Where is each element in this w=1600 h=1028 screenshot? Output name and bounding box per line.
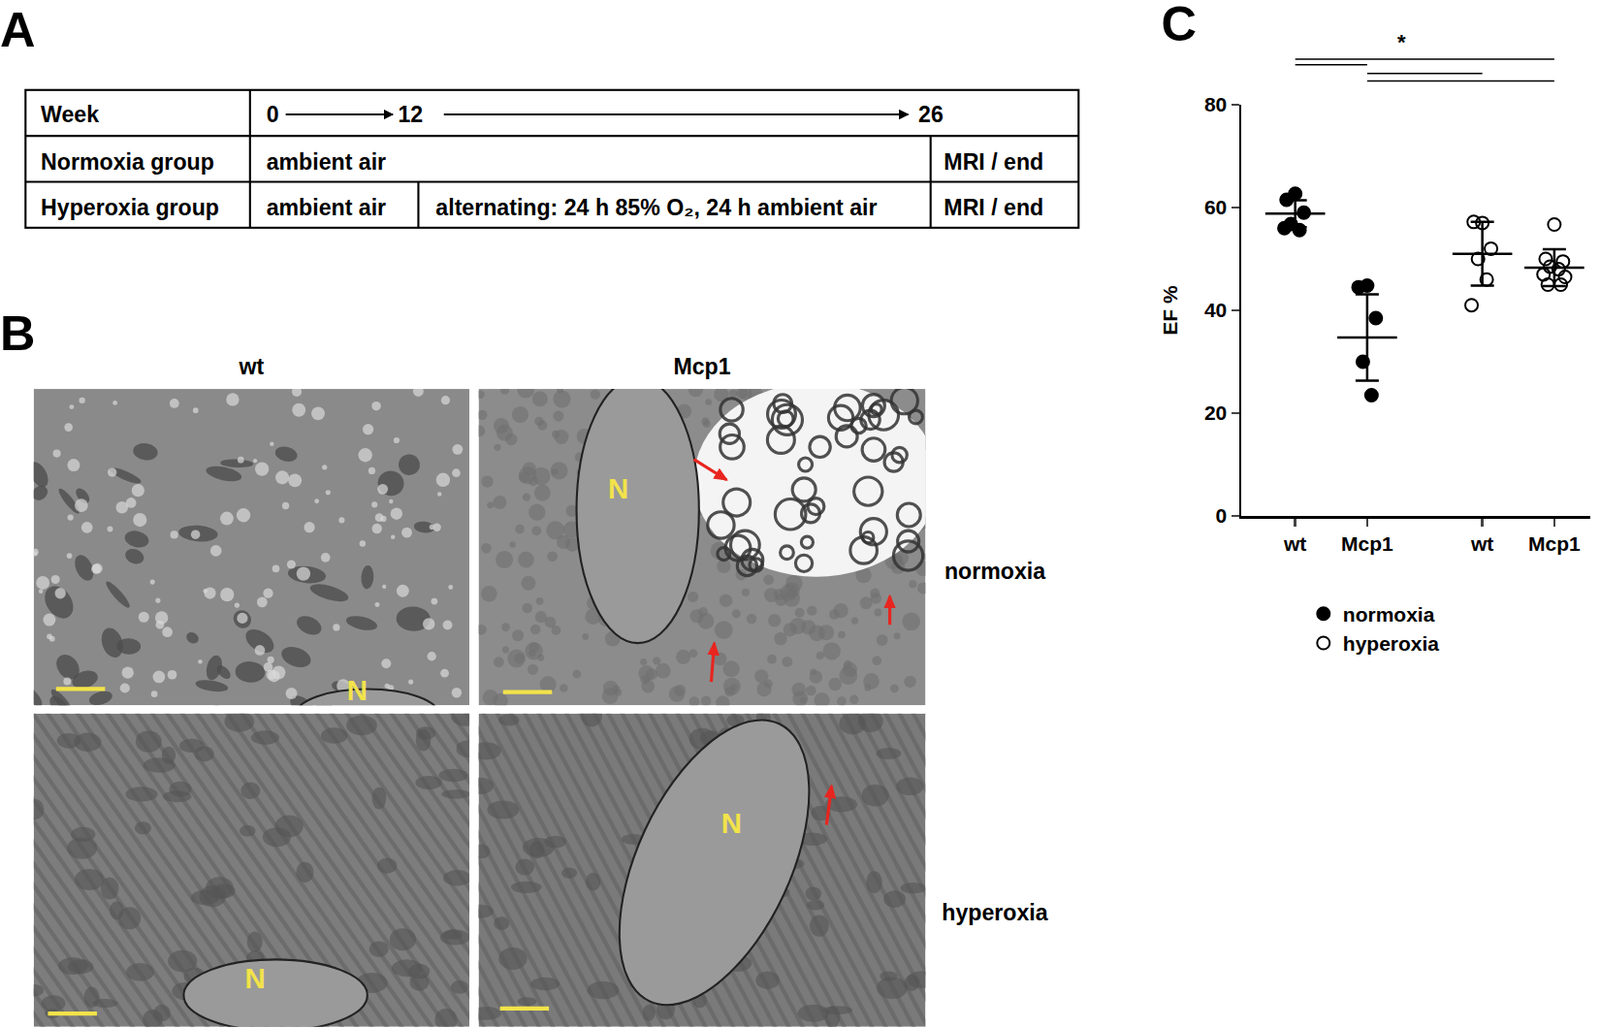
svg-text:alternating: 24 h 85% O₂, 24: alternating: 24 h 85% O₂, 24 h ambient a…	[435, 194, 877, 221]
svg-text:MRI / end: MRI / end	[943, 149, 1044, 175]
svg-text:Week: Week	[40, 101, 99, 128]
svg-text:N: N	[347, 673, 368, 705]
svg-text:Hyperoxia group: Hyperoxia group	[40, 194, 220, 221]
svg-text:0: 0	[1216, 504, 1228, 527]
svg-text:Mcp1: Mcp1	[672, 353, 731, 380]
svg-text:wt: wt	[1470, 532, 1494, 555]
svg-text:12: 12	[397, 101, 423, 128]
svg-text:Normoxia group: Normoxia group	[40, 149, 215, 175]
svg-text:normoxia: normoxia	[1343, 603, 1436, 626]
svg-text:hyperoxia: hyperoxia	[1343, 632, 1440, 655]
svg-text:N: N	[244, 961, 265, 994]
svg-text:0: 0	[266, 101, 280, 128]
svg-text:60: 60	[1204, 195, 1227, 219]
svg-text:EF %: EF %	[1158, 285, 1182, 336]
svg-text:A: A	[0, 1, 35, 58]
svg-text:B: B	[0, 305, 35, 361]
svg-text:Mcp1: Mcp1	[1341, 532, 1394, 555]
svg-text:40: 40	[1204, 298, 1227, 321]
svg-text:80: 80	[1204, 93, 1227, 116]
svg-text:MRI / end: MRI / end	[943, 194, 1044, 221]
svg-text:wt: wt	[1282, 532, 1307, 555]
svg-text:N: N	[608, 472, 629, 505]
svg-text:ambient air: ambient air	[266, 149, 386, 175]
svg-text:Mcp1: Mcp1	[1528, 532, 1581, 555]
svg-text:20: 20	[1204, 401, 1227, 424]
svg-text:26: 26	[918, 101, 944, 128]
svg-text:C: C	[1161, 0, 1197, 52]
svg-text:wt: wt	[238, 353, 265, 380]
svg-text:ambient air: ambient air	[266, 194, 386, 221]
svg-text:hyperoxia: hyperoxia	[941, 899, 1049, 926]
svg-text:N: N	[721, 806, 742, 839]
svg-text:normoxia: normoxia	[944, 558, 1047, 584]
svg-text:*: *	[1397, 30, 1407, 55]
